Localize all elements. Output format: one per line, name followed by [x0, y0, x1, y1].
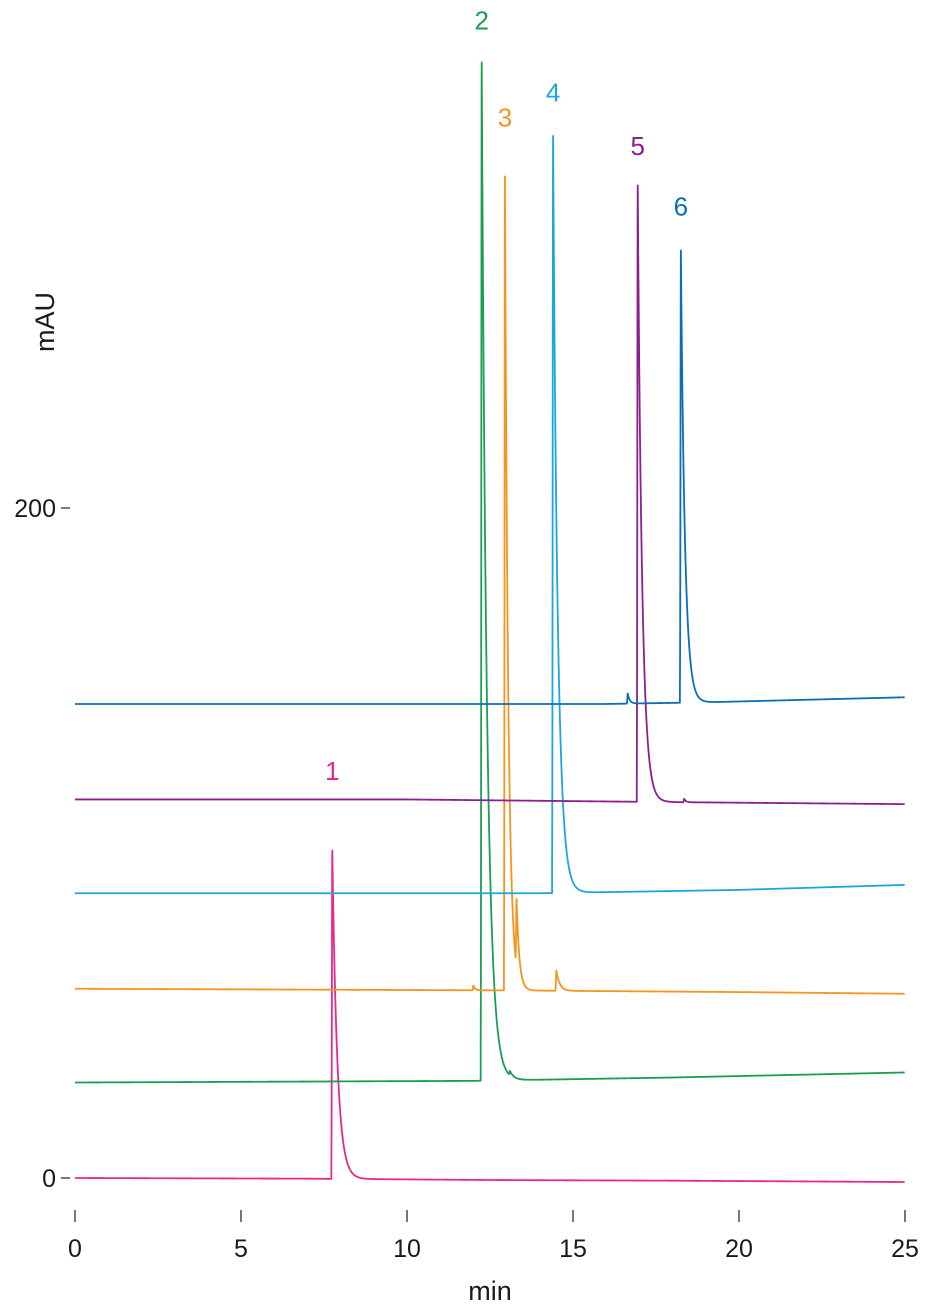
peak-label-3: 3: [498, 103, 512, 133]
x-tick-label: 5: [234, 1235, 248, 1263]
x-tick-label: 0: [68, 1235, 82, 1263]
x-tick-label: 20: [725, 1235, 753, 1263]
x-tick-label: 15: [559, 1235, 587, 1263]
x-tick-label: 25: [891, 1235, 919, 1263]
y-tick-label: 200: [14, 495, 56, 523]
peak-label-4: 4: [546, 78, 560, 108]
y-tick-label: 0: [42, 1165, 56, 1193]
trace-group: [74, 61, 906, 1183]
y-axis-title: mAU: [30, 292, 60, 352]
trace-3: [74, 175, 906, 995]
peak-label-6: 6: [674, 192, 688, 222]
peak-label-1: 1: [325, 756, 339, 786]
peak-label-5: 5: [631, 131, 645, 161]
trace-2: [74, 61, 906, 1084]
x-tick-label: 10: [393, 1235, 421, 1263]
trace-1: [74, 849, 906, 1183]
peak-label-2: 2: [474, 6, 488, 36]
peak-label-group: 1 2 3 4 5 6: [325, 6, 688, 786]
trace-6: [74, 249, 906, 705]
trace-5: [74, 184, 906, 806]
trace-4: [74, 135, 906, 895]
y-axis: 0 200: [14, 495, 70, 1193]
x-axis: 0 5 10 15 20 25: [68, 1210, 919, 1263]
x-axis-title: min: [468, 1276, 512, 1306]
